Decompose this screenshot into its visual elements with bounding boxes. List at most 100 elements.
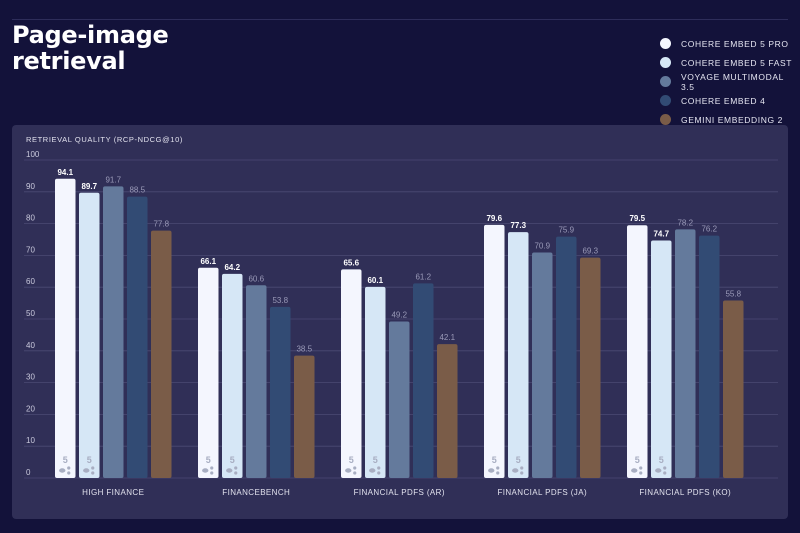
chart-legend: COHERE EMBED 5 PRO COHERE EMBED 5 FAST V… [660,34,800,129]
bar-logo-mark [210,471,214,475]
y-tick-label: 50 [26,309,35,318]
bar [532,252,553,478]
bar [556,236,577,478]
legend-swatch [660,76,671,87]
legend-label: COHERE EMBED 5 FAST [681,57,793,68]
bar-logo-mark [496,466,500,470]
bar-value-label: 55.8 [725,290,741,299]
x-category-label: FINANCEBENCH [222,488,290,497]
legend-swatch [660,95,671,106]
y-axis-label: RETRIEVAL QUALITY (RCP-NDCG@10) [26,135,183,144]
legend-swatch [660,114,671,125]
x-category-label: FINANCIAL PDFS (KO) [639,488,731,497]
x-category-label: HIGH FINANCE [82,488,144,497]
legend-item-voyage-multimodal: VOYAGE MULTIMODAL 3.5 [660,71,800,92]
y-tick-label: 10 [26,436,35,445]
legend-swatch [660,57,671,68]
y-tick-label: 90 [26,182,35,191]
bar-logo-number: 5 [659,455,664,465]
bar-logo-number: 5 [63,455,68,465]
bar [413,283,434,478]
y-tick-label: 40 [26,341,35,350]
bar [699,235,720,478]
bar-value-label: 49.2 [391,311,407,320]
bar-logo-mark [520,466,524,470]
x-category-label: FINANCIAL PDFS (JA) [497,488,587,497]
bar-logo-mark [345,468,352,473]
bar-value-label: 89.7 [81,182,97,191]
bar-logo-mark [512,468,519,473]
bar-logo-mark [377,471,381,475]
header-divider [12,19,788,20]
bar [508,232,529,478]
bar-value-label: 53.8 [272,296,288,305]
bar-logo-mark [663,471,667,475]
bar [484,224,505,478]
bar-logo-number: 5 [349,455,354,465]
y-tick-label: 60 [26,277,35,286]
bar [341,269,362,478]
bar-value-label: 69.3 [582,247,598,256]
bar [627,225,648,478]
bar [389,321,410,478]
bar-chart: 0 10 20 30 40 50 60 70 80 90 100 94.1 5 89.7 5 91.7 88.5… [24,150,778,497]
bar-logo-mark [67,466,71,470]
bar-value-label: 88.5 [129,186,145,195]
chart-panel: RETRIEVAL QUALITY (RCP-NDCG@10) 0 10 20 30 4… [12,125,788,519]
bar-logo-mark [67,471,71,475]
y-tick-label: 0 [26,468,31,477]
bar-value-label: 94.1 [57,168,73,177]
bar-value-label: 77.8 [153,220,169,229]
bar-value-label: 77.3 [510,221,526,230]
x-category-label: FINANCIAL PDFS (AR) [354,488,445,497]
bar [437,344,458,478]
bar-value-label: 79.6 [486,214,502,223]
bar-logo-number: 5 [635,455,640,465]
bar-logo-number: 5 [492,455,497,465]
bar-logo-number: 5 [373,455,378,465]
bar-logo-number: 5 [87,455,92,465]
bar-value-label: 78.2 [677,218,693,227]
bar-value-label: 66.1 [200,257,216,266]
legend-label: COHERE EMBED 4 [681,95,766,106]
bar-logo-mark [202,468,209,473]
bar [222,273,243,478]
bar-logo-mark [655,468,662,473]
bar [127,196,148,478]
bar-logo-mark [639,466,643,470]
bar-logo-mark [59,468,66,473]
page-title: Page-image retrieval [12,21,169,75]
bar-logo-mark [234,471,238,475]
bar [270,306,291,478]
legend-swatch [660,38,671,49]
bar [103,186,124,479]
bar [580,257,601,478]
bar [651,240,672,478]
bar-logo-mark [369,468,376,473]
legend-item-cohere-embed-4: COHERE EMBED 4 [660,91,800,110]
legend-label: VOYAGE MULTIMODAL 3.5 [680,71,784,92]
bar-value-label: 91.7 [105,175,121,184]
bar-logo-mark [496,471,500,475]
bar-logo-mark [488,468,495,473]
bar-value-label: 79.5 [629,214,645,223]
y-tick-label: 20 [26,404,35,413]
bar-value-label: 70.9 [534,242,550,251]
bar-logo-mark [520,471,524,475]
bar-value-label: 64.2 [224,263,240,272]
legend-label: GEMINI EMBEDDING 2 [681,114,783,125]
bar-logo-mark [377,466,381,470]
bar-logo-mark [91,466,95,470]
bar-logo-number: 5 [516,455,521,465]
bar-value-label: 74.7 [653,229,669,238]
bar-logo-mark [234,466,238,470]
bar-logo-mark [353,471,357,475]
bar-value-label: 75.9 [558,226,574,235]
bar [723,300,744,478]
bar-logo-mark [639,471,643,475]
bar-value-label: 65.6 [343,258,359,267]
legend-label: COHERE EMBED 5 PRO [681,38,789,49]
bar-value-label: 60.6 [248,274,264,283]
bar-logo-mark [83,468,90,473]
bar-value-label: 60.1 [367,276,383,285]
